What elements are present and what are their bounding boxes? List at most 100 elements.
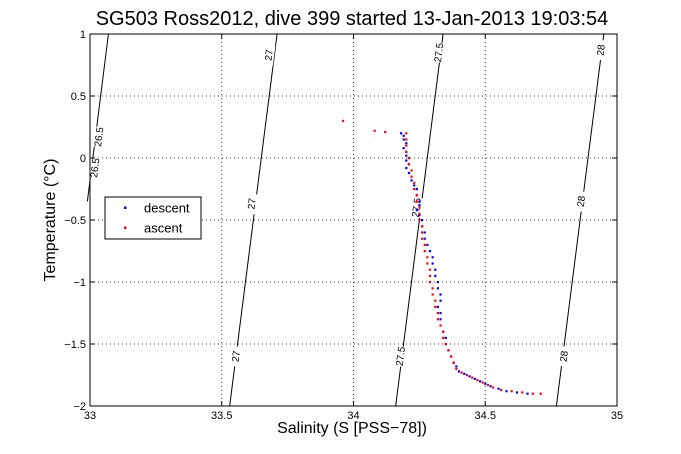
x-tick-label: 33 bbox=[84, 410, 96, 422]
data-point bbox=[478, 380, 482, 383]
chart-title: SG503 Ross2012, dive 399 started 13-Jan-… bbox=[96, 8, 609, 30]
legend-label: ascent bbox=[144, 221, 183, 236]
data-point bbox=[402, 134, 405, 137]
series-ascent bbox=[341, 119, 542, 395]
data-point bbox=[436, 287, 440, 290]
data-point bbox=[526, 392, 529, 395]
data-point bbox=[405, 142, 408, 145]
data-point bbox=[486, 383, 490, 387]
data-point bbox=[439, 299, 442, 302]
x-tick-label: 33.5 bbox=[211, 410, 232, 422]
data-point bbox=[373, 129, 376, 132]
contour-label: 28 bbox=[596, 44, 608, 57]
data-point bbox=[481, 381, 484, 384]
data-point bbox=[399, 132, 403, 135]
data-point bbox=[402, 147, 405, 150]
data-point bbox=[426, 256, 429, 259]
data-point bbox=[444, 336, 447, 339]
data-point bbox=[489, 385, 492, 388]
data-point bbox=[431, 293, 434, 296]
x-axis-label: Salinity (S [PSS−78]) bbox=[277, 420, 427, 437]
contour-label-bg bbox=[431, 41, 446, 64]
data-point bbox=[418, 204, 421, 207]
y-tick-label: −2 bbox=[73, 401, 86, 413]
contour-label-bg bbox=[229, 345, 243, 367]
data-point bbox=[444, 343, 447, 346]
data-point bbox=[423, 250, 426, 253]
contour-label: 27 bbox=[231, 350, 243, 363]
data-point bbox=[415, 209, 418, 212]
contour-label-bg bbox=[88, 157, 102, 179]
data-point bbox=[497, 387, 500, 390]
contour-label: 27 bbox=[264, 48, 276, 61]
data-point bbox=[415, 200, 418, 203]
data-point bbox=[407, 157, 411, 160]
data-point bbox=[410, 179, 413, 182]
data-point bbox=[431, 287, 434, 290]
contour-label-bg bbox=[574, 190, 588, 212]
data-point bbox=[428, 281, 432, 284]
data-point bbox=[510, 390, 513, 393]
data-point bbox=[500, 388, 503, 392]
data-point bbox=[439, 312, 442, 315]
y-axis-label: Temperature (°C) bbox=[42, 159, 59, 282]
data-point bbox=[384, 130, 387, 134]
data-point bbox=[415, 188, 418, 191]
contour-label-bg bbox=[557, 345, 571, 367]
contour-label-bg bbox=[393, 345, 408, 367]
data-point bbox=[436, 305, 440, 308]
data-point bbox=[463, 372, 466, 375]
contour-label: 27.5 bbox=[411, 197, 424, 218]
data-point bbox=[413, 184, 416, 187]
data-point bbox=[521, 391, 524, 394]
data-points bbox=[341, 119, 542, 395]
contour-label-bg bbox=[261, 44, 276, 66]
data-point bbox=[402, 138, 405, 141]
legend-marker bbox=[124, 206, 127, 209]
data-point bbox=[457, 370, 461, 373]
data-point bbox=[539, 392, 542, 395]
data-point bbox=[428, 250, 432, 253]
y-tick-label: −0.5 bbox=[64, 215, 86, 227]
data-point bbox=[431, 256, 434, 259]
data-point bbox=[465, 374, 469, 377]
data-point bbox=[405, 144, 408, 147]
data-point bbox=[471, 376, 474, 379]
legend-box bbox=[104, 196, 202, 240]
data-point bbox=[455, 367, 458, 370]
data-point bbox=[468, 375, 471, 378]
data-point bbox=[423, 243, 426, 246]
contour-label: 27 bbox=[246, 197, 258, 210]
contour-label-bg bbox=[244, 193, 259, 215]
contour-label-bg bbox=[92, 126, 106, 148]
data-point bbox=[405, 154, 408, 157]
y-tick-label: 0 bbox=[80, 153, 86, 165]
data-point bbox=[436, 281, 440, 284]
axis-ticks: 33 33.5 34 34.5 35 1 0.5 0 −0.5 −1 −1.5 −2 bbox=[64, 29, 623, 422]
contour-line bbox=[555, 33, 605, 407]
y-tick-label: −1 bbox=[73, 277, 86, 289]
data-point bbox=[428, 274, 432, 277]
data-point bbox=[455, 365, 458, 368]
data-point bbox=[421, 225, 424, 228]
data-point bbox=[426, 243, 429, 246]
data-point bbox=[428, 268, 432, 271]
contour-label: 26.5 bbox=[93, 126, 106, 147]
data-point bbox=[413, 188, 416, 191]
data-point bbox=[407, 171, 411, 175]
data-point bbox=[434, 274, 437, 277]
data-point bbox=[341, 119, 345, 122]
y-tick-label: −1.5 bbox=[64, 339, 86, 351]
data-point bbox=[473, 377, 476, 380]
x-tick-label: 34.5 bbox=[475, 410, 496, 422]
data-point bbox=[505, 390, 508, 393]
legend: descent ascent bbox=[104, 196, 202, 240]
data-point bbox=[476, 378, 479, 382]
x-tick-label: 35 bbox=[611, 410, 623, 422]
data-point bbox=[405, 138, 408, 141]
contour-label-bg bbox=[593, 39, 608, 61]
data-point bbox=[418, 200, 421, 203]
data-point bbox=[434, 268, 437, 271]
data-point bbox=[439, 318, 442, 321]
